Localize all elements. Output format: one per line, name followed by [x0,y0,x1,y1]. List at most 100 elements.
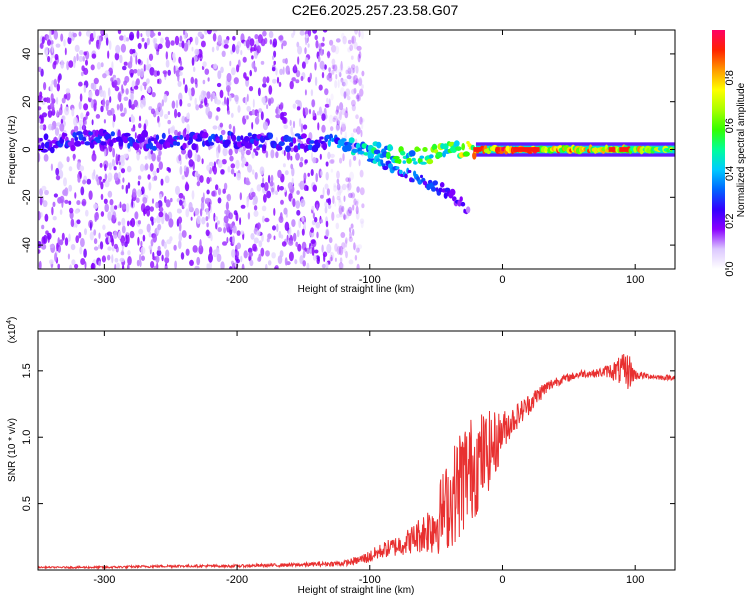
spectrogram-noise-mark [133,99,138,108]
spectrogram-noise-mark [260,182,265,188]
spectrogram-noise-mark [334,201,337,207]
spectrogram-noise-mark [43,82,47,91]
spectrogram-noise-mark [60,118,64,125]
spectrogram-noise-mark [282,40,287,47]
spectrogram-noise-mark [194,265,200,269]
spectrogram-signal-mark [289,142,294,147]
spectrogram-signal-mark [165,141,172,148]
colorbar-gradient [712,30,725,269]
spectrogram-noise-mark [347,181,352,191]
spectrogram-noise-mark [102,98,106,108]
spectrogram-noise-mark [257,87,261,97]
spectrogram-noise-mark [358,51,362,59]
spectrogram-noise-mark [353,128,357,133]
spectrogram-noise-mark [253,66,257,73]
spectrogram-noise-mark [281,43,284,50]
spectrogram-signal-mark [88,131,93,136]
spectrogram-noise-mark [178,232,183,242]
spectrogram-noise-mark [39,196,43,206]
spectrogram-noise-mark [150,239,154,247]
spectrogram-noise-mark [177,81,182,87]
spectrogram-noise-mark [182,129,187,139]
spectrogram-noise-mark [328,67,331,73]
spectrogram-signal-mark [224,139,231,146]
spectrogram-noise-mark [227,87,230,97]
spectrogram-noise-mark [76,53,79,62]
spectrogram-noise-mark [56,97,59,105]
spectrogram-noise-mark [295,152,300,161]
spectrogram-noise-mark [150,32,156,37]
spectrogram-noise-mark [233,77,239,85]
spectrogram-signal-mark [348,137,355,144]
spectrogram-noise-mark [300,76,304,81]
spectrogram-noise-mark [40,42,44,49]
spectrogram-noise-mark [243,157,247,165]
spectrogram-noise-mark [175,99,179,109]
spectrogram-signal-mark [150,137,155,142]
spectrogram-noise-mark [202,61,207,68]
spectrogram-noise-mark [52,227,56,234]
spectrogram-signal-mark [285,145,291,153]
spectrogram-noise-mark [335,74,338,80]
spectrogram-noise-mark [65,88,71,94]
spectrogram-noise-mark [88,91,93,99]
spectrogram-noise-mark [340,79,345,85]
spectrogram-noise-mark [242,56,247,63]
spectrogram-noise-mark [333,115,338,120]
spectrogram-noise-mark [114,85,120,92]
spectrogram-noise-mark [44,47,49,55]
spectrogram-noise-mark [299,161,304,168]
spectrogram-signal-mark [389,145,394,151]
spectrogram-noise-mark [353,74,358,85]
spectrogram-noise-mark [340,232,346,238]
spectrogram-noise-mark [185,181,189,190]
spectrogram-noise-mark [336,170,340,179]
spectrogram-peak-mark [513,147,540,152]
spectrogram-noise-mark [41,185,47,191]
spectrogram-noise-mark [354,244,359,253]
spectrogram-noise-mark [240,230,244,235]
spectrogram-noise-mark [331,64,335,70]
spectrogram-noise-mark [213,161,216,168]
spectrogram-noise-mark [237,105,241,113]
spectrogram-noise-mark [289,119,292,126]
spectrogram-noise-mark [284,170,289,176]
spectrogram-noise-mark [151,92,156,98]
spectrogram-signal-mark [299,143,305,149]
spectrogram-noise-mark [126,165,132,173]
spectrogram-noise-mark [305,33,309,39]
spectrogram-noise-mark [265,263,268,269]
spectrogram-noise-mark [256,112,260,118]
spectrogram-signal-mark [363,152,369,156]
spectrogram-noise-mark [221,50,226,57]
spectrogram-noise-mark [338,205,343,215]
spectrogram-noise-mark [351,104,356,112]
spectrogram-noise-mark [61,232,65,241]
spectrogram-noise-mark [348,177,351,183]
spectrogram-noise-mark [301,61,306,69]
spectrogram-branch-mark [449,188,456,196]
spectrogram-noise-mark [86,178,92,185]
spectrogram-noise-mark [355,200,359,207]
spectrogram-signal-mark [122,135,129,144]
spectrogram-noise-mark [275,151,279,159]
spectrogram-noise-mark [302,250,306,259]
spectrogram-noise-mark [331,44,337,53]
spectrogram-y-tick-label: 40 [21,48,33,60]
spectrogram-noise-mark [356,263,360,269]
spectrogram-noise-mark [183,30,186,35]
snr-x-tick-label: 0 [499,574,505,586]
spectrogram-noise-mark [177,111,181,118]
spectrogram-noise-mark [46,96,50,104]
spectrogram-noise-mark [358,77,363,87]
spectrogram-noise-mark [78,101,82,110]
snr-x-tick-label: -200 [226,574,248,586]
spectrogram-signal-mark [243,135,250,142]
spectrogram-noise-mark [79,165,85,172]
spectrogram-noise-mark [254,172,258,180]
spectrogram-signal-mark [236,135,241,142]
spectrogram-noise-mark [251,122,254,130]
spectrogram-noise-mark [295,79,300,84]
spectrogram-noise-mark [94,89,100,97]
spectrogram-noise-mark [164,257,170,264]
